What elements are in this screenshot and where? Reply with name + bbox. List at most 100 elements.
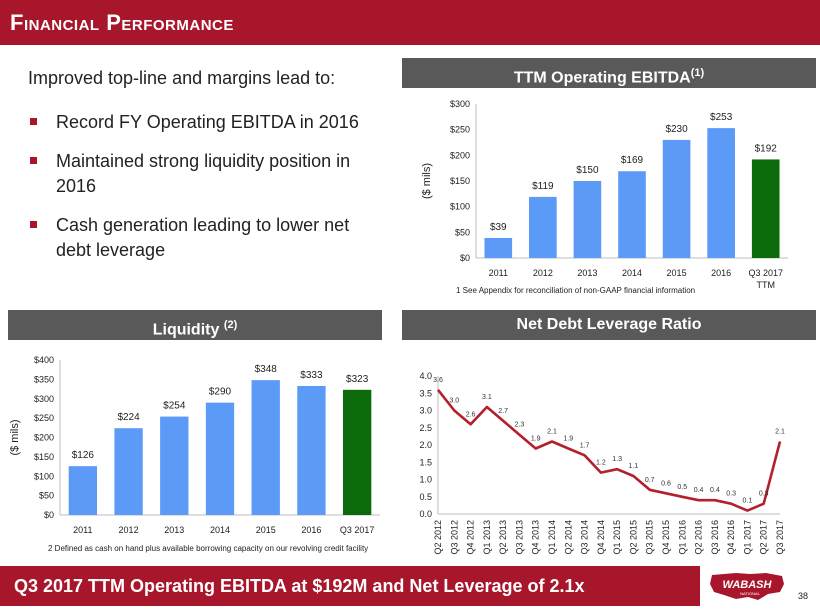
bar-data-label: $192 bbox=[755, 143, 778, 154]
x-tick-label: Q3 2017 bbox=[775, 520, 785, 555]
y-tick-label: $50 bbox=[455, 227, 470, 237]
x-tick-label: 2012 bbox=[533, 268, 553, 278]
x-tick-label: Q3 2013 bbox=[514, 520, 524, 555]
point-data-label: 2.3 bbox=[515, 422, 525, 429]
liquidity-note-ref: (2) bbox=[223, 319, 238, 331]
x-tick-label: 2014 bbox=[210, 525, 230, 535]
x-tick-label: Q2 2013 bbox=[498, 520, 508, 555]
bar-data-label: $253 bbox=[710, 112, 733, 123]
logo-subtext: NATIONAL bbox=[740, 591, 760, 596]
point-data-label: 1.9 bbox=[531, 435, 541, 442]
page-number: 38 bbox=[798, 591, 809, 601]
y-tick-label: $100 bbox=[34, 471, 54, 481]
x-tick-label: Q3 2012 bbox=[449, 520, 459, 555]
y-tick-label: 1.5 bbox=[419, 457, 432, 467]
point-data-label: 1.2 bbox=[596, 460, 606, 467]
x-tick-label: Q2 2014 bbox=[563, 520, 573, 555]
point-data-label: 2.7 bbox=[498, 408, 508, 415]
x-tick-label: Q3 2017 bbox=[340, 525, 375, 535]
y-tick-label: 2.5 bbox=[419, 423, 432, 433]
point-data-label: 0.3 bbox=[759, 491, 769, 498]
bullet-square-icon bbox=[30, 221, 37, 228]
title-bar bbox=[0, 0, 820, 45]
y-tick-label: 0.0 bbox=[419, 509, 432, 519]
liquidity-title: Liquidity bbox=[152, 321, 220, 339]
leverage-banner: Net Debt Leverage Ratio bbox=[402, 310, 816, 340]
bar bbox=[297, 385, 326, 515]
x-tick-label: 2015 bbox=[667, 268, 687, 278]
x-tick-label: Q1 2017 bbox=[742, 520, 752, 555]
ebitda-footnote: 1 See Appendix for reconciliation of non… bbox=[456, 286, 696, 295]
y-tick-label: 3.5 bbox=[419, 388, 432, 398]
y-tick-label: $150 bbox=[34, 452, 54, 462]
x-tick-label: Q3 2017 bbox=[748, 268, 783, 278]
y-tick-label: $250 bbox=[34, 413, 54, 423]
y-tick-label: $200 bbox=[34, 433, 54, 443]
y-tick-label: $300 bbox=[450, 99, 470, 109]
point-data-label: 1.3 bbox=[612, 456, 622, 463]
bar-data-label: $169 bbox=[621, 155, 644, 166]
x-tick-label: Q3 2015 bbox=[645, 520, 655, 555]
x-tick-label: Q2 2012 bbox=[433, 520, 443, 555]
point-data-label: 3.1 bbox=[482, 394, 492, 401]
point-data-label: 0.1 bbox=[743, 498, 753, 505]
x-tick-label: Q4 2015 bbox=[661, 520, 671, 555]
bar-data-label: $333 bbox=[300, 370, 323, 381]
bar bbox=[751, 159, 780, 258]
y-tick-label: $0 bbox=[460, 253, 470, 263]
point-data-label: 0.5 bbox=[677, 484, 687, 491]
bar-data-label: $254 bbox=[163, 401, 186, 412]
bar-data-label: $150 bbox=[576, 165, 599, 176]
ebitda-banner: TTM Operating EBITDA(1) bbox=[402, 58, 816, 88]
y-tick-label: 1.0 bbox=[419, 475, 432, 485]
y-axis-title: ($ mils) bbox=[421, 163, 433, 199]
leverage-title: Net Debt Leverage Ratio bbox=[516, 316, 702, 333]
x-tick-label: 2013 bbox=[577, 268, 597, 278]
y-axis-title: ($ mils) bbox=[9, 419, 21, 455]
y-tick-label: $200 bbox=[450, 150, 470, 160]
bar-data-label: $224 bbox=[117, 412, 140, 423]
leverage-line bbox=[436, 388, 782, 512]
point-data-label: 0.3 bbox=[726, 491, 736, 498]
bullet-list: Record FY Operating EBITDA in 2016 Maint… bbox=[28, 110, 388, 277]
x-tick-label: Q1 2014 bbox=[547, 520, 557, 555]
y-tick-label: $300 bbox=[34, 394, 54, 404]
x-tick-sublabel: TTM bbox=[756, 280, 775, 290]
liquidity-footnote: 2 Defined as cash on hand plus available… bbox=[48, 544, 369, 553]
bullet-square-icon bbox=[30, 157, 37, 164]
x-tick-label: Q1 2013 bbox=[482, 520, 492, 555]
bar bbox=[160, 416, 189, 515]
point-data-label: 0.7 bbox=[645, 477, 655, 484]
point-data-label: 2.6 bbox=[466, 411, 476, 418]
bar bbox=[205, 402, 235, 515]
x-tick-label: Q2 2016 bbox=[694, 520, 704, 555]
liquidity-bar-chart: $0 $50 $100 $150 $200 $250 $300 $350 $400 $126 201… bbox=[9, 355, 380, 535]
x-tick-label: Q1 2015 bbox=[612, 520, 622, 555]
bullet-text: Record FY Operating EBITDA in 2016 bbox=[56, 112, 359, 132]
x-tick-label: 2016 bbox=[301, 525, 321, 535]
bar-data-label: $348 bbox=[255, 364, 278, 375]
point-data-label: 1.7 bbox=[580, 442, 590, 449]
bullet-square-icon bbox=[30, 118, 37, 125]
x-tick-label: Q4 2012 bbox=[466, 520, 476, 555]
bar-data-label: $126 bbox=[72, 450, 95, 461]
bar bbox=[114, 428, 143, 515]
x-tick-label: 2015 bbox=[256, 525, 276, 535]
bar bbox=[68, 466, 98, 515]
bar-data-label: $290 bbox=[209, 387, 232, 398]
bottom-banner: Q3 2017 TTM Operating EBITDA at $192M an… bbox=[0, 566, 700, 606]
wabash-logo: WABASH NATIONAL bbox=[710, 573, 784, 600]
bullet-text: Cash generation leading to lower net deb… bbox=[56, 215, 350, 260]
y-tick-label: $250 bbox=[450, 125, 470, 135]
point-data-label: 2.1 bbox=[775, 429, 785, 436]
bar bbox=[251, 380, 280, 515]
bullet-item: Maintained strong liquidity position in … bbox=[28, 149, 388, 199]
y-tick-label: $350 bbox=[34, 374, 54, 384]
bar bbox=[342, 389, 372, 515]
x-tick-label: Q4 2013 bbox=[531, 520, 541, 555]
x-tick-label: 2011 bbox=[73, 525, 92, 535]
bar bbox=[529, 196, 557, 258]
y-tick-label: 0.5 bbox=[419, 492, 432, 502]
bar-data-label: $323 bbox=[346, 374, 369, 385]
x-tick-label: 2012 bbox=[119, 525, 139, 535]
